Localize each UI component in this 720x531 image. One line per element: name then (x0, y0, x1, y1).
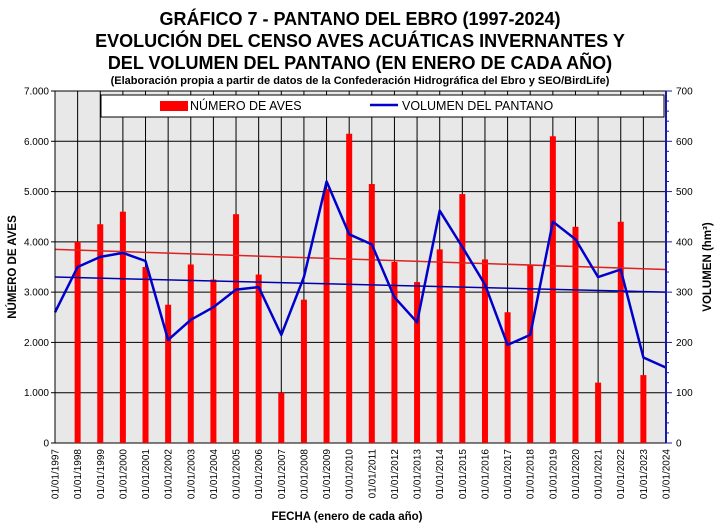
subtitle: (Elaboración propia a partir de datos de… (111, 75, 610, 87)
bar (278, 392, 285, 443)
y2-tick-label: 200 (676, 338, 693, 349)
legend-label-birds: NÚMERO DE AVES (190, 98, 302, 113)
legend-label-volume: VOLUMEN DEL PANTANO (402, 99, 553, 113)
bar (368, 184, 375, 443)
bar (595, 382, 602, 443)
bar (165, 304, 172, 443)
y-tick-label: 4.000 (24, 237, 49, 248)
x-tick-label: 01/01/2003 (186, 449, 197, 499)
bar (459, 194, 466, 443)
y2-tick-label: 0 (676, 439, 682, 450)
x-tick-label: 01/01/2000 (118, 449, 129, 499)
bar (617, 221, 624, 443)
bar (255, 274, 262, 443)
bar (323, 189, 330, 443)
x-tick-label: 01/01/2020 (571, 449, 582, 499)
x-tick-label: 01/01/2014 (435, 449, 446, 499)
bar (97, 224, 104, 443)
x-tick-label: 01/01/2006 (254, 449, 265, 499)
y-tick-label: 5.000 (24, 187, 49, 198)
x-tick-label: 01/01/2015 (458, 449, 469, 499)
x-tick-label: 01/01/2007 (277, 449, 288, 499)
y-tick-label: 2.000 (24, 338, 49, 349)
legend-swatch-birds (160, 101, 188, 111)
x-tick-label: 01/01/1997 (51, 449, 62, 499)
bar (504, 312, 511, 443)
bar (346, 133, 353, 443)
x-tick-label: 01/01/2011 (367, 449, 378, 499)
bars (74, 133, 647, 443)
x-tick-label: 01/01/2021 (594, 449, 605, 499)
y2-tick-label: 100 (676, 388, 693, 399)
x-tick-label: 01/01/2002 (164, 449, 175, 499)
title-line-1: GRÁFICO 7 - PANTANO DEL EBRO (1997-2024) (159, 8, 560, 29)
y2-axis-label: VOLUMEN (hm³) (702, 222, 714, 312)
x-tick-label: 01/01/1998 (73, 449, 84, 499)
y-axis-label: NÚMERO DE AVES (6, 215, 19, 319)
x-tick-label: 01/01/2013 (413, 449, 424, 499)
y-tick-label: 7.000 (24, 87, 49, 98)
y2-tick-label: 600 (676, 137, 693, 148)
bar (142, 267, 149, 443)
y2-ticks: 0 100 200 300 400 500 600 700 (676, 87, 693, 450)
birds-trendline (54, 248, 667, 271)
x-tick-label: 01/01/2023 (639, 449, 650, 499)
x-tick-label: 01/01/1999 (96, 449, 107, 499)
bar (391, 261, 398, 443)
y-tick-label: 3.000 (24, 288, 49, 299)
axes (54, 90, 672, 444)
y2-tick-label: 700 (676, 87, 693, 98)
x-tick-label: 01/01/2016 (480, 449, 491, 499)
y-tick-label: 0 (43, 439, 49, 450)
x-ticks: 01/01/1997 01/01/1998 01/01/1999 01/01/2000… (51, 449, 673, 499)
title-line-2: EVOLUCIÓN DEL CENSO AVES ACUÁTICAS INVER… (95, 30, 625, 51)
volume-line (53, 180, 667, 369)
volume-trendline (54, 276, 667, 293)
volume-series-line (53, 180, 667, 369)
x-tick-label: 01/01/2022 (616, 449, 627, 499)
x-tick-label: 01/01/2001 (141, 449, 152, 499)
trendlines (54, 248, 667, 293)
bar (233, 214, 240, 443)
bar (640, 375, 647, 443)
x-tick-label: 01/01/2019 (548, 449, 559, 499)
y2-tick-label: 400 (676, 237, 693, 248)
x-tick-label: 01/01/2004 (209, 449, 220, 499)
bar (300, 299, 307, 443)
x-tick-label: 01/01/2009 (322, 449, 333, 499)
bar (187, 264, 194, 443)
y-tick-label: 6.000 (24, 137, 49, 148)
x-tick-label: 01/01/2005 (232, 449, 243, 499)
y-tick-label: 1.000 (24, 388, 49, 399)
y-ticks: 0 1.000 2.000 3.000 4.000 5.000 6.000 7.000 (24, 87, 55, 450)
chart-title: GRÁFICO 7 - PANTANO DEL EBRO (1997-2024)… (95, 8, 625, 87)
bar (572, 226, 579, 443)
x-tick-label: 01/01/2008 (299, 449, 310, 499)
bar (119, 211, 126, 443)
x-axis-label: FECHA (enero de cada año) (271, 511, 422, 523)
bar (74, 241, 81, 443)
bar (436, 249, 443, 443)
x-tick-label: 01/01/2018 (526, 449, 537, 499)
bar (414, 282, 421, 443)
x-tick-label: 01/01/2010 (345, 449, 356, 499)
y2-tick-label: 500 (676, 187, 693, 198)
legend: NÚMERO DE AVES VOLUMEN DEL PANTANO (100, 94, 665, 118)
x-tick-label: 01/01/2017 (503, 449, 514, 499)
x-tick-label: 01/01/2012 (390, 449, 401, 499)
bar (481, 259, 488, 443)
bar (527, 264, 534, 443)
title-line-3: DEL VOLUMEN DEL PANTANO (EN ENERO DE CAD… (108, 52, 612, 73)
x-tick-label: 01/01/2024 (662, 449, 673, 499)
bar (210, 279, 217, 443)
y2-tick-label: 300 (676, 288, 693, 299)
plot-area (54, 90, 667, 444)
